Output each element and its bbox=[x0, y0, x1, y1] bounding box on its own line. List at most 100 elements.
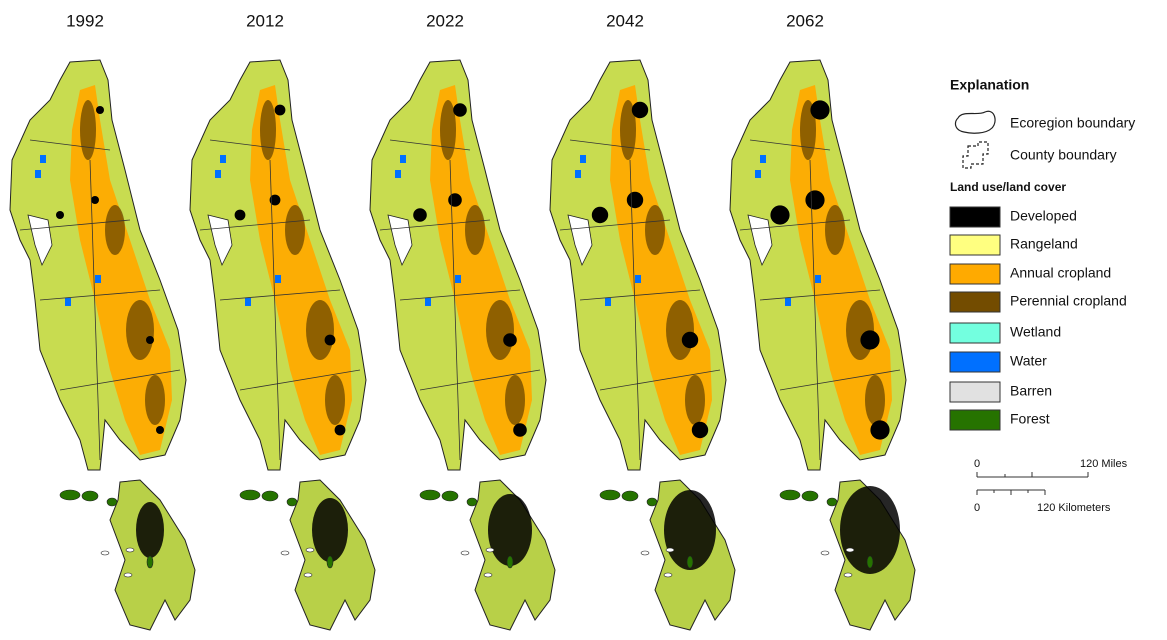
scale-label: 0 bbox=[974, 458, 980, 470]
perennial-patch bbox=[260, 100, 276, 160]
water-patch bbox=[605, 298, 611, 306]
perennial-patch bbox=[126, 300, 154, 360]
island bbox=[687, 556, 693, 568]
perennial-patch bbox=[865, 375, 885, 425]
legend-label: Ecoregion boundary bbox=[1010, 115, 1135, 131]
legend-swatch bbox=[950, 235, 1000, 255]
island bbox=[827, 498, 837, 506]
island bbox=[262, 491, 278, 501]
island bbox=[507, 556, 513, 568]
island bbox=[780, 490, 800, 500]
islet bbox=[486, 548, 494, 552]
developed-patch bbox=[503, 333, 517, 347]
islet bbox=[101, 551, 109, 555]
islet bbox=[666, 548, 674, 552]
legend-label: County boundary bbox=[1010, 147, 1117, 163]
legend-label: Barren bbox=[1010, 383, 1052, 399]
island bbox=[420, 490, 440, 500]
scale-bar: 0 120 Miles 0 120 Kilometers bbox=[974, 458, 1128, 514]
water-patch bbox=[635, 275, 641, 283]
island bbox=[147, 556, 153, 568]
developed-patch bbox=[96, 106, 104, 114]
panel-year: 2022 bbox=[426, 11, 464, 30]
legend-label: Forest bbox=[1010, 411, 1050, 427]
water-patch bbox=[40, 155, 46, 163]
legend-swatch bbox=[950, 323, 1000, 343]
legend-label: Rangeland bbox=[1010, 236, 1078, 252]
panel-year: 2012 bbox=[246, 11, 284, 30]
islet bbox=[124, 573, 132, 577]
developed-patch bbox=[156, 426, 164, 434]
panel-year: 2042 bbox=[606, 11, 644, 30]
scale-label: 120 Kilometers bbox=[1037, 502, 1111, 514]
legend-swatch bbox=[950, 382, 1000, 402]
panel-year: 2062 bbox=[786, 11, 824, 30]
perennial-patch bbox=[685, 375, 705, 425]
developed-patch bbox=[91, 196, 99, 204]
scale-label: 0 bbox=[974, 502, 980, 514]
water-patch bbox=[760, 155, 766, 163]
islet bbox=[846, 548, 854, 552]
south-developed bbox=[312, 498, 348, 562]
developed-patch bbox=[592, 207, 608, 223]
island bbox=[82, 491, 98, 501]
islet bbox=[844, 573, 852, 577]
island bbox=[442, 491, 458, 501]
perennial-patch bbox=[145, 375, 165, 425]
water-patch bbox=[575, 170, 581, 178]
legend-label: Wetland bbox=[1010, 324, 1061, 340]
water-patch bbox=[785, 298, 791, 306]
developed-patch bbox=[448, 193, 462, 207]
islet bbox=[484, 573, 492, 577]
legend-swatch bbox=[950, 207, 1000, 227]
island bbox=[240, 490, 260, 500]
legend-swatch bbox=[950, 410, 1000, 430]
island bbox=[287, 498, 297, 506]
water-patch bbox=[220, 155, 226, 163]
perennial-patch bbox=[465, 205, 485, 255]
islet bbox=[126, 548, 134, 552]
legend-label: Developed bbox=[1010, 208, 1077, 224]
developed-patch bbox=[805, 190, 824, 209]
water-patch bbox=[95, 275, 101, 283]
developed-patch bbox=[870, 420, 889, 439]
map-panel: 2022 bbox=[370, 11, 555, 630]
water-patch bbox=[275, 275, 281, 283]
island bbox=[467, 498, 477, 506]
developed-patch bbox=[146, 336, 154, 344]
island bbox=[622, 491, 638, 501]
island bbox=[802, 491, 818, 501]
developed-patch bbox=[770, 205, 789, 224]
perennial-patch bbox=[285, 205, 305, 255]
legend-swatch bbox=[950, 352, 1000, 372]
legend-section-title: Land use/land cover bbox=[950, 180, 1066, 194]
island bbox=[600, 490, 620, 500]
perennial-patch bbox=[505, 375, 525, 425]
legend: Explanation Ecoregion boundary County bo… bbox=[950, 77, 1135, 514]
water-patch bbox=[35, 170, 41, 178]
water-patch bbox=[395, 170, 401, 178]
islet bbox=[461, 551, 469, 555]
perennial-patch bbox=[105, 205, 125, 255]
perennial-patch bbox=[666, 300, 694, 360]
developed-patch bbox=[627, 192, 643, 208]
island bbox=[867, 556, 873, 568]
islet bbox=[281, 551, 289, 555]
south-developed bbox=[136, 502, 164, 558]
south-developed bbox=[488, 494, 532, 566]
ecoregion-icon bbox=[956, 111, 996, 133]
island bbox=[107, 498, 117, 506]
developed-patch bbox=[235, 210, 246, 221]
map-panel: 1992 bbox=[10, 11, 195, 630]
islet bbox=[821, 551, 829, 555]
water-patch bbox=[580, 155, 586, 163]
perennial-patch bbox=[306, 300, 334, 360]
island bbox=[647, 498, 657, 506]
islet bbox=[306, 548, 314, 552]
legend-label: Annual cropland bbox=[1010, 265, 1111, 281]
developed-patch bbox=[632, 102, 648, 118]
islet bbox=[304, 573, 312, 577]
water-patch bbox=[425, 298, 431, 306]
perennial-patch bbox=[846, 300, 874, 360]
map-panel: 2012 bbox=[190, 11, 375, 630]
